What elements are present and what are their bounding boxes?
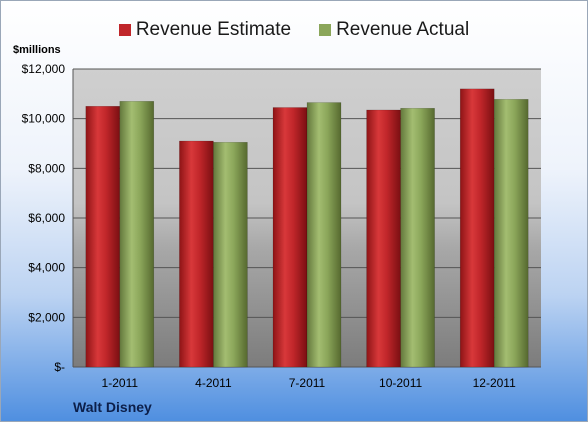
y-axis-unit-label: $millions: [13, 44, 61, 56]
y-tick-label: $12,000: [22, 62, 66, 76]
bar-revenue-actual: [400, 107, 435, 368]
bar-revenue-estimate: [366, 109, 401, 368]
legend-item-actual: Revenue Actual: [319, 17, 469, 43]
bar-revenue-estimate: [179, 140, 214, 368]
legend-swatch-actual: [319, 24, 332, 36]
x-tick-label: 1-2011: [102, 376, 139, 390]
bar-revenue-actual: [119, 101, 155, 368]
bar-revenue-actual: [493, 99, 529, 368]
y-tick-label: $2,000: [28, 310, 65, 324]
legend-swatch-estimate: [118, 24, 131, 36]
x-tick-label: 7-2011: [289, 376, 326, 390]
legend-label-estimate: Revenue Estimate: [135, 19, 292, 40]
bar-revenue-actual: [213, 142, 248, 368]
y-tick-label: $8,000: [28, 161, 65, 175]
x-tick-label: 12-2011: [473, 376, 516, 390]
x-tick-label: 10-2011: [379, 376, 422, 390]
company-name: Walt Disney: [73, 399, 152, 415]
bar-revenue-estimate: [85, 106, 121, 368]
y-tick-label: $-: [54, 360, 65, 374]
bar-revenue-estimate: [272, 107, 308, 368]
bar-revenue-estimate: [459, 88, 495, 368]
legend: Revenue Estimate Revenue Actual: [1, 17, 587, 43]
y-tick-label: $6,000: [28, 211, 65, 225]
bar-revenue-actual: [306, 102, 342, 368]
legend-label-actual: Revenue Actual: [336, 19, 470, 40]
y-tick-label: $10,000: [22, 112, 66, 126]
y-tick-label: $4,000: [28, 261, 65, 275]
x-tick-label: 4-2011: [195, 376, 232, 390]
legend-item-estimate: Revenue Estimate: [118, 17, 292, 43]
